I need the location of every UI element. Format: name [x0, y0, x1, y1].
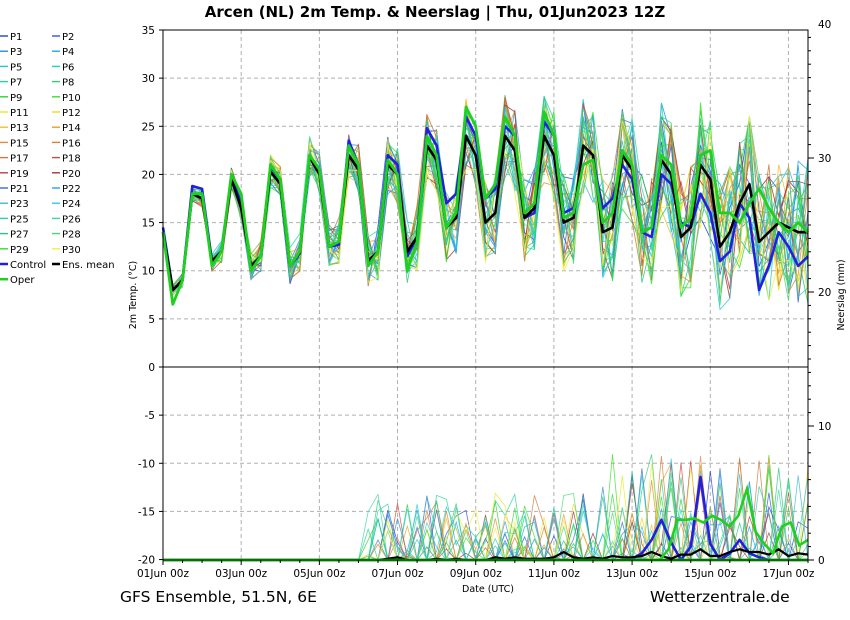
temp-line-oper	[161, 105, 809, 306]
legend-label-12: P13	[10, 123, 29, 134]
legend-label-32: Oper	[10, 275, 35, 286]
right-tick-label-0: 0	[818, 555, 825, 567]
legend-label-19: P20	[62, 169, 81, 180]
legend-label-14: P15	[10, 138, 29, 149]
legend-label-24: P25	[10, 214, 29, 225]
legend-label-10: P11	[10, 108, 29, 119]
left-tick-label-neg-5: -5	[145, 410, 155, 422]
left-tick-label-0: 0	[148, 362, 155, 374]
legend: P1 P2 P3 P4 P5 P6 P7 P8 P9 P10 P11 P12 P13 P14 P15 P16 P…	[0, 32, 115, 286]
chart-title: Arcen (NL) 2m Temp. & Neerslag | Thu, 01…	[205, 3, 666, 22]
x-tick-label-0: 01Jun 00z	[137, 568, 189, 580]
legend-label-9: P10	[62, 93, 81, 104]
legend-label-7: P8	[62, 78, 74, 89]
legend-label-25: P26	[62, 214, 81, 225]
legend-label-22: P23	[10, 199, 29, 210]
legend-label-20: P21	[10, 184, 29, 195]
left-tick-label-neg-15: -15	[138, 506, 155, 518]
right-tick-label-30: 30	[818, 153, 831, 165]
right-tick-label-40: 40	[818, 19, 831, 31]
x-tick-label-8: 17Jun 00z	[762, 568, 814, 580]
legend-label-8: P9	[10, 93, 22, 104]
legend-label-27: P28	[62, 230, 81, 241]
legend-label-21: P22	[62, 184, 81, 195]
member-line-p30	[162, 115, 809, 301]
right-tick-label-20: 20	[818, 287, 831, 299]
legend-label-4: P5	[10, 62, 22, 73]
legend-label-0: P1	[10, 32, 22, 43]
legend-label-30: Control	[10, 260, 46, 271]
plot-border	[162, 29, 809, 561]
legend-label-28: P29	[10, 245, 29, 256]
legend-label-3: P4	[62, 47, 74, 58]
left-tick-label-neg-10: -10	[138, 458, 155, 470]
left-tick-label-30: 30	[142, 73, 155, 85]
left-tick-label-15: 15	[142, 218, 155, 230]
x-axis-ticks: 01Jun 00z 03Jun 00z 05Jun 00z 07Jun 00z 09Ju…	[137, 560, 815, 580]
legend-label-13: P14	[62, 123, 81, 134]
x-tick-label-1: 03Jun 00z	[215, 568, 267, 580]
plot-frame	[162, 29, 809, 561]
legend-label-11: P12	[62, 108, 81, 119]
left-tick-label-25: 25	[142, 121, 155, 133]
left-tick-label-20: 20	[142, 169, 155, 181]
x-tick-label-4: 09Jun 00z	[450, 568, 502, 580]
legend-label-6: P7	[10, 78, 22, 89]
footer-site: Wetterzentrale.de	[650, 588, 790, 606]
right-tick-label-10: 10	[818, 421, 831, 433]
legend-label-31: Ens. mean	[62, 260, 115, 271]
legend-label-2: P3	[10, 47, 22, 58]
legend-label-1: P2	[62, 32, 74, 43]
left-axis-ticks: 0 5 10 15 20 25 30 35 -5 -10 -15 -20	[138, 25, 163, 567]
legend-label-29: P30	[62, 245, 81, 256]
legend-label-18: P19	[10, 169, 29, 180]
y-axis-label-right: Neerslag (mm)	[836, 259, 847, 330]
x-tick-label-5: 11Jun 00z	[528, 568, 580, 580]
left-tick-label-neg-20: -20	[138, 555, 155, 567]
left-tick-label-10: 10	[142, 266, 155, 278]
x-tick-label-2: 05Jun 00z	[293, 568, 345, 580]
legend-label-5: P6	[62, 62, 74, 73]
x-tick-label-6: 13Jun 00z	[606, 568, 658, 580]
legend-label-23: P24	[62, 199, 81, 210]
legend-label-16: P17	[10, 154, 29, 165]
legend-label-26: P27	[10, 230, 29, 241]
left-tick-label-5: 5	[148, 314, 155, 326]
legend-label-17: P18	[62, 154, 81, 165]
x-tick-label-3: 07Jun 00z	[372, 568, 424, 580]
y-axis-label-left: 2m Temp. (°C)	[128, 261, 139, 329]
right-axis-ticks: 0 10 20 30 40	[808, 19, 831, 567]
footer-source: GFS Ensemble, 51.5N, 6E	[120, 588, 317, 606]
legend-label-15: P16	[62, 138, 81, 149]
x-axis-label: Date (UTC)	[462, 584, 514, 595]
left-tick-label-35: 35	[142, 25, 155, 37]
x-tick-label-7: 15Jun 00z	[684, 568, 736, 580]
